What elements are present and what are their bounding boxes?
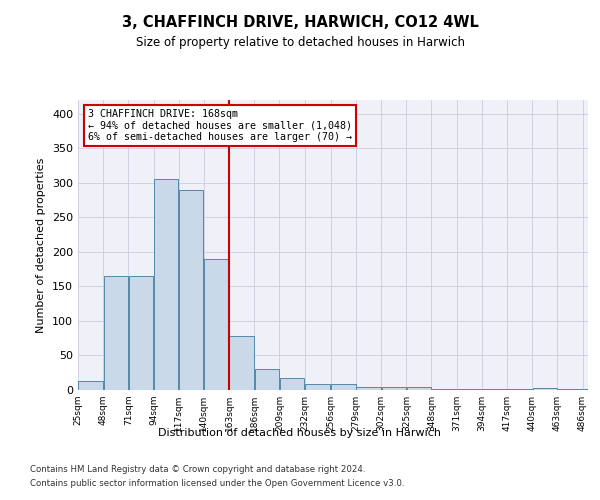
Y-axis label: Number of detached properties: Number of detached properties [37, 158, 46, 332]
Bar [129, 276, 153, 390]
Bar [254, 370, 279, 390]
Text: Contains HM Land Registry data © Crown copyright and database right 2024.: Contains HM Land Registry data © Crown c… [30, 464, 365, 473]
Text: 3 CHAFFINCH DRIVE: 168sqm
← 94% of detached houses are smaller (1,048)
6% of sem: 3 CHAFFINCH DRIVE: 168sqm ← 94% of detac… [88, 108, 352, 142]
Bar [407, 387, 431, 390]
Bar [331, 384, 356, 390]
Bar [104, 276, 128, 390]
Bar [533, 388, 557, 390]
Bar [79, 381, 103, 390]
Bar [432, 388, 456, 390]
Text: Size of property relative to detached houses in Harwich: Size of property relative to detached ho… [136, 36, 464, 49]
Text: Contains public sector information licensed under the Open Government Licence v3: Contains public sector information licen… [30, 479, 404, 488]
Bar [154, 180, 178, 390]
Bar [457, 388, 481, 390]
Bar [382, 387, 406, 390]
Text: 3, CHAFFINCH DRIVE, HARWICH, CO12 4WL: 3, CHAFFINCH DRIVE, HARWICH, CO12 4WL [122, 15, 478, 30]
Bar [204, 259, 229, 390]
Text: Distribution of detached houses by size in Harwich: Distribution of detached houses by size … [158, 428, 442, 438]
Bar [280, 378, 304, 390]
Bar [179, 190, 203, 390]
Bar [305, 384, 331, 390]
Bar [229, 336, 254, 390]
Bar [583, 388, 600, 390]
Bar [356, 386, 381, 390]
